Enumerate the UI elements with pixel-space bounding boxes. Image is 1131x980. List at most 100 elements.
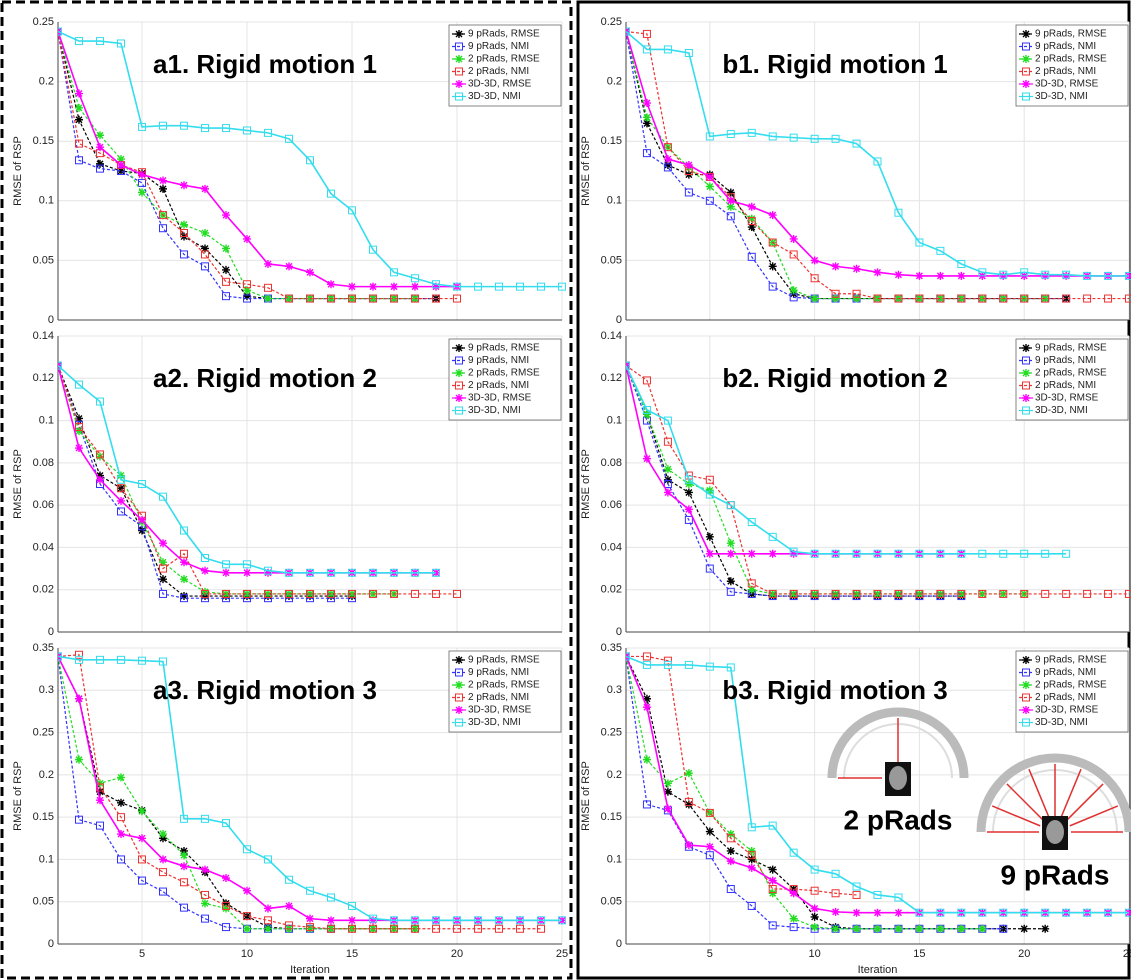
marker [768, 885, 777, 894]
marker [894, 924, 903, 933]
marker [180, 878, 188, 887]
marker [201, 914, 209, 923]
marker [1022, 706, 1030, 714]
chart: 0 0.05 0.1 0.15 0.2 0.25 RMSE of RSP b1. Rigid … [580, 16, 1131, 326]
beam-arrow [1065, 783, 1104, 822]
marker [411, 568, 419, 577]
marker [411, 589, 419, 598]
marker [684, 475, 693, 484]
marker [516, 916, 524, 925]
marker [936, 246, 945, 255]
marker [894, 908, 903, 917]
marker [726, 549, 735, 558]
marker [873, 890, 882, 899]
marker [306, 923, 314, 932]
marker [915, 908, 924, 917]
x-axis-label: Iteration [290, 964, 330, 976]
marker [117, 484, 125, 493]
y-tick-label: 0.3 [607, 684, 622, 696]
left-panel-border [0, 0, 573, 980]
legend-label: 9 pRads, NMI [1035, 41, 1096, 52]
marker [768, 238, 777, 247]
marker [264, 128, 272, 137]
marker [1062, 549, 1071, 558]
y-tick-label: 0.1 [607, 195, 622, 207]
marker [894, 589, 903, 598]
legend-label: 9 pRads, RMSE [1035, 343, 1107, 354]
marker [327, 189, 335, 198]
marker [558, 916, 566, 925]
marker [180, 851, 188, 860]
legend-label: 9 pRads, NMI [1035, 667, 1096, 678]
marker [117, 471, 125, 480]
marker [747, 202, 756, 211]
marker [348, 901, 356, 910]
series-group [626, 27, 1131, 303]
marker [1041, 270, 1050, 279]
marker [642, 113, 651, 122]
series-line [58, 31, 415, 300]
marker [642, 29, 651, 38]
marker [810, 134, 819, 143]
series-group [626, 652, 1131, 933]
series-line [58, 654, 541, 930]
marker [978, 268, 987, 277]
marker [1022, 668, 1030, 677]
marker [810, 549, 819, 558]
marker [684, 505, 693, 514]
y-axis-label: RMSE of RSP [580, 449, 592, 519]
marker [957, 271, 966, 280]
marker [663, 475, 672, 484]
marker [747, 851, 756, 860]
marker [264, 589, 272, 598]
marker [642, 119, 651, 128]
marker [243, 286, 251, 295]
marker [957, 259, 966, 268]
marker [915, 549, 924, 558]
marker [285, 921, 293, 930]
marker [873, 157, 882, 166]
marker [348, 924, 356, 933]
marker [222, 589, 230, 598]
marker [117, 813, 125, 822]
marker [1022, 693, 1030, 702]
marker [159, 121, 167, 130]
x-tick-label: 5 [707, 948, 713, 960]
marker [1041, 589, 1050, 598]
marker [455, 67, 463, 76]
marker [852, 549, 861, 558]
marker [348, 206, 356, 215]
marker [957, 294, 966, 303]
marker [1022, 30, 1030, 38]
marker [642, 755, 651, 764]
marker [264, 924, 272, 933]
x-tick-label: 15 [913, 948, 925, 960]
marker [390, 294, 398, 303]
marker [684, 488, 693, 497]
marker [390, 924, 398, 933]
marker [684, 769, 693, 778]
legend-label: 2 pRads, NMI [1035, 692, 1096, 703]
marker [369, 916, 377, 925]
marker [1062, 908, 1071, 917]
marker [96, 452, 104, 461]
marker [138, 526, 146, 535]
marker [1041, 908, 1050, 917]
marker [222, 560, 230, 569]
marker [1041, 924, 1050, 933]
marker [747, 579, 756, 588]
marker [495, 282, 503, 291]
marker [852, 264, 861, 273]
marker [453, 916, 461, 925]
marker [1022, 381, 1030, 390]
marker [222, 292, 230, 301]
marker [747, 846, 756, 855]
y-tick-label: 0.02 [601, 584, 622, 596]
y-axis-label: RMSE of RSP [12, 761, 24, 831]
legend-box [448, 338, 562, 421]
marker [243, 292, 251, 301]
marker [915, 924, 924, 933]
marker [180, 526, 188, 535]
marker [1022, 369, 1030, 377]
